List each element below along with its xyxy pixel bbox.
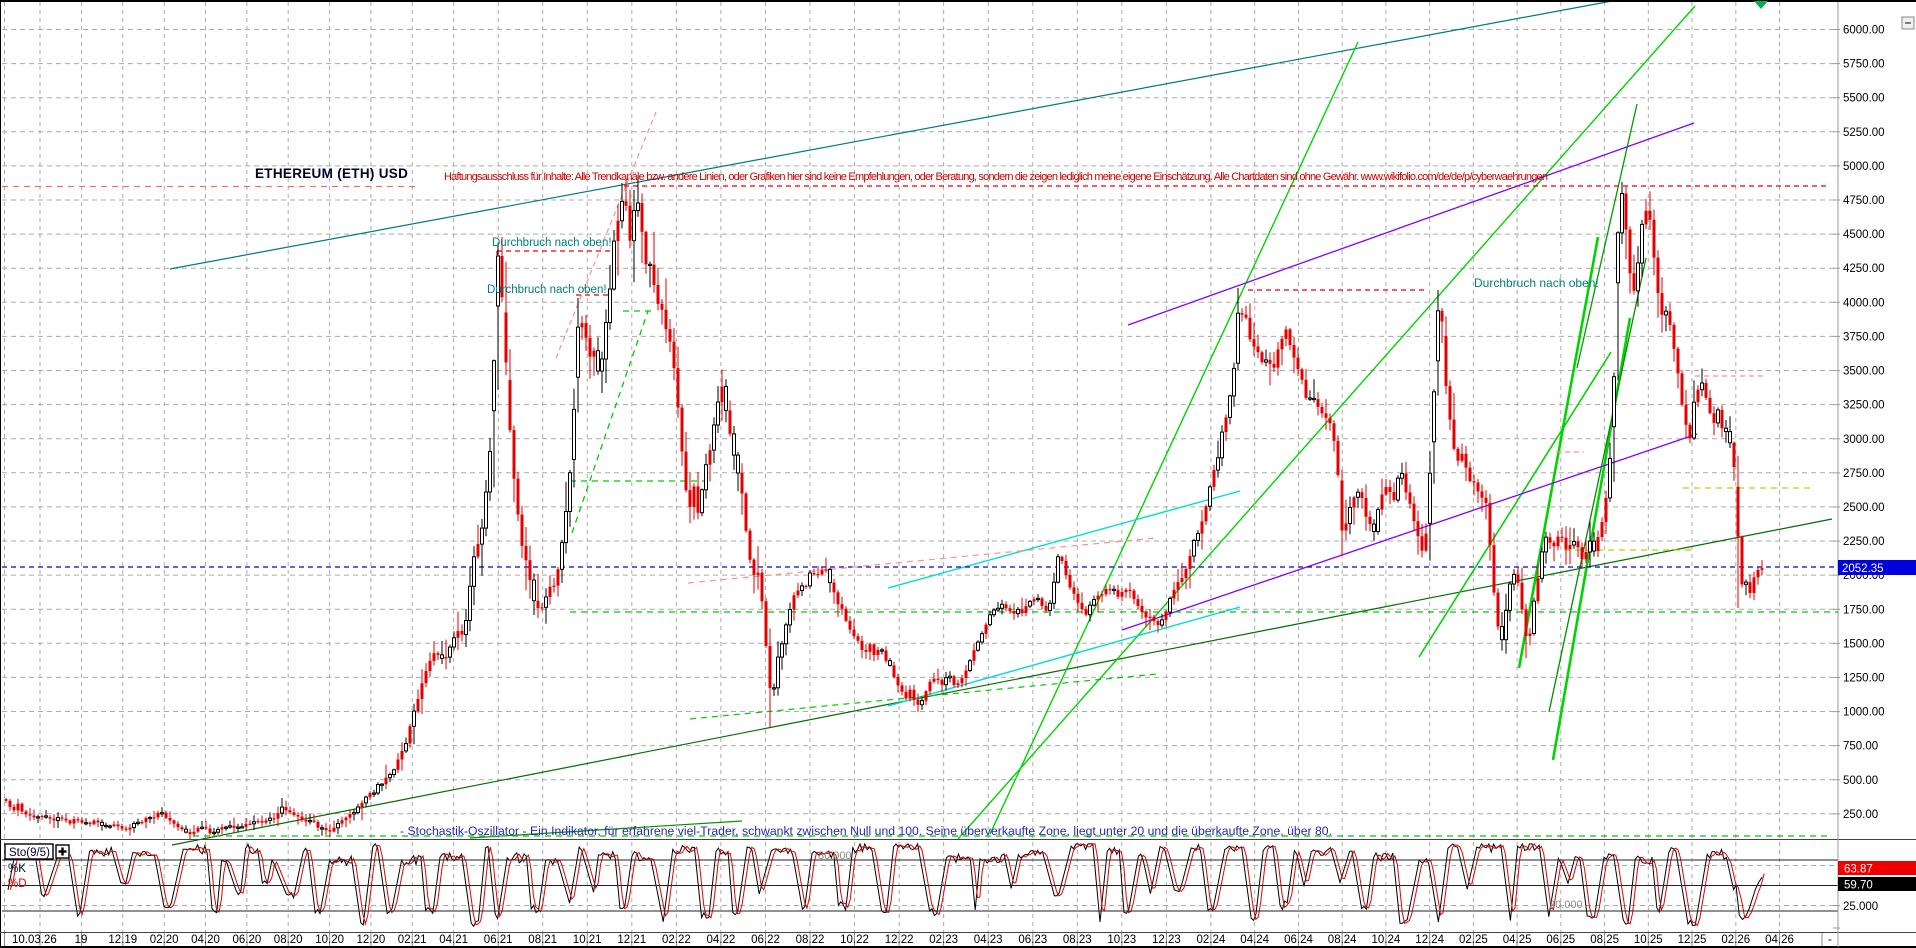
svg-text:10.20: 10.20 — [315, 934, 344, 946]
svg-text:12.21: 12.21 — [617, 934, 646, 946]
svg-text:06.22: 06.22 — [751, 934, 780, 946]
svg-text:10.25: 10.25 — [1634, 934, 1663, 946]
svg-text:2052.35: 2052.35 — [1842, 563, 1884, 575]
svg-text:2250.00: 2250.00 — [1843, 536, 1885, 548]
svg-text:25.000: 25.000 — [1843, 901, 1878, 913]
svg-text:08.23: 08.23 — [1063, 934, 1092, 946]
svg-text:20.000: 20.000 — [1549, 899, 1583, 911]
svg-text:06.24: 06.24 — [1284, 934, 1313, 946]
svg-text:02.25: 02.25 — [1459, 934, 1488, 946]
svg-text:08.24: 08.24 — [1328, 934, 1357, 946]
svg-text:08.21: 08.21 — [528, 934, 557, 946]
svg-text:%K: %K — [8, 863, 26, 875]
svg-text:59.70: 59.70 — [1844, 880, 1873, 892]
svg-text:10.23: 10.23 — [1107, 934, 1136, 946]
svg-text:5500.00: 5500.00 — [1843, 93, 1885, 105]
svg-text:04.21: 04.21 — [439, 934, 468, 946]
svg-text:%D: %D — [8, 878, 27, 890]
svg-text:06.23: 06.23 — [1018, 934, 1047, 946]
svg-text:04.26: 04.26 — [1765, 934, 1794, 946]
svg-text:12.20: 12.20 — [357, 934, 386, 946]
svg-text:80.000: 80.000 — [818, 850, 852, 862]
svg-text:02.24: 02.24 — [1197, 934, 1226, 946]
svg-text:02.20: 02.20 — [150, 934, 179, 946]
svg-text:3750.00: 3750.00 — [1843, 331, 1885, 343]
svg-text:10.21: 10.21 — [573, 934, 602, 946]
svg-text:Haftungsausschluss für Inhalte: Haftungsausschluss für Inhalte: Alle Tre… — [444, 171, 1548, 183]
svg-text:08.20: 08.20 — [274, 934, 303, 946]
svg-text:4750.00: 4750.00 — [1843, 195, 1885, 207]
svg-text:08.25: 08.25 — [1590, 934, 1619, 946]
svg-text:- Stochastik-Oszillator - Ein: - Stochastik-Oszillator - Ein Indikator,… — [400, 824, 1332, 838]
svg-text:04.24: 04.24 — [1240, 934, 1269, 946]
svg-text:19: 19 — [75, 934, 88, 946]
svg-text:06.20: 06.20 — [233, 934, 262, 946]
svg-text:3250.00: 3250.00 — [1843, 400, 1885, 412]
svg-text:4000.00: 4000.00 — [1843, 297, 1885, 309]
svg-text:04.20: 04.20 — [191, 934, 220, 946]
svg-text:06.25: 06.25 — [1546, 934, 1575, 946]
svg-text:02.23: 02.23 — [929, 934, 958, 946]
svg-text:Durchbruch nach oben!: Durchbruch nach oben! — [492, 237, 612, 249]
svg-text:Durchbruch nach oben!: Durchbruch nach oben! — [487, 284, 607, 296]
svg-text:12.23: 12.23 — [1152, 934, 1181, 946]
svg-text:1250.00: 1250.00 — [1843, 673, 1885, 685]
svg-text:Sto(9/5): Sto(9/5) — [9, 847, 50, 859]
svg-text:06.21: 06.21 — [484, 934, 513, 946]
svg-text:1750.00: 1750.00 — [1843, 604, 1885, 616]
svg-text:4250.00: 4250.00 — [1843, 263, 1885, 275]
svg-text:Durchbruch nach oben!: Durchbruch nach oben! — [1474, 276, 1599, 290]
svg-text:12.19: 12.19 — [108, 934, 137, 946]
svg-text:04.25: 04.25 — [1503, 934, 1532, 946]
svg-text:3000.00: 3000.00 — [1843, 434, 1885, 446]
svg-text:4500.00: 4500.00 — [1843, 229, 1885, 241]
svg-text:10.24: 10.24 — [1372, 934, 1401, 946]
svg-text:5750.00: 5750.00 — [1843, 59, 1885, 71]
svg-text:6000.00: 6000.00 — [1843, 25, 1885, 37]
svg-text:500.00: 500.00 — [1843, 775, 1878, 787]
svg-text:5000.00: 5000.00 — [1843, 161, 1885, 173]
svg-text:2750.00: 2750.00 — [1843, 468, 1885, 480]
svg-text:1500.00: 1500.00 — [1843, 638, 1885, 650]
svg-text:250.00: 250.00 — [1843, 809, 1878, 821]
svg-text:02.21: 02.21 — [398, 934, 427, 946]
svg-text:3500.00: 3500.00 — [1843, 366, 1885, 378]
svg-text:02.26: 02.26 — [1721, 934, 1750, 946]
svg-text:08.22: 08.22 — [796, 934, 825, 946]
svg-text:10.03.26: 10.03.26 — [12, 934, 57, 946]
svg-text:ETHEREUM (ETH) USD: ETHEREUM (ETH) USD — [255, 166, 408, 181]
svg-text:5250.00: 5250.00 — [1843, 127, 1885, 139]
svg-text:12.24: 12.24 — [1415, 934, 1444, 946]
svg-text:02.22: 02.22 — [662, 934, 691, 946]
svg-text:1000.00: 1000.00 — [1843, 707, 1885, 719]
svg-text:04.23: 04.23 — [974, 934, 1003, 946]
svg-text:04.22: 04.22 — [707, 934, 736, 946]
svg-text:-: - — [1828, 934, 1832, 946]
svg-text:63.87: 63.87 — [1844, 864, 1873, 876]
svg-text:12.25: 12.25 — [1678, 934, 1707, 946]
svg-text:10.22: 10.22 — [840, 934, 869, 946]
svg-text:2500.00: 2500.00 — [1843, 502, 1885, 514]
svg-text:750.00: 750.00 — [1843, 741, 1878, 753]
svg-text:12.22: 12.22 — [885, 934, 914, 946]
